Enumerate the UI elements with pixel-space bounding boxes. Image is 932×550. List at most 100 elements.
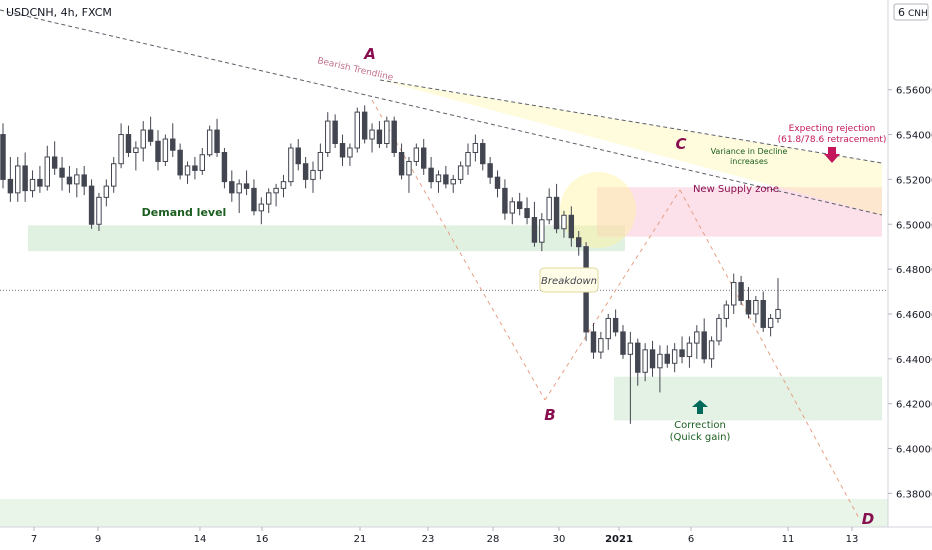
- candle-up[interactable]: [369, 129, 375, 140]
- candle-up[interactable]: [310, 169, 316, 180]
- candle-down[interactable]: [177, 149, 183, 176]
- candle-down[interactable]: [620, 331, 626, 355]
- candle-up[interactable]: [280, 181, 287, 189]
- upper-trendline[interactable]: [379, 79, 883, 164]
- candle-up[interactable]: [450, 178, 456, 185]
- candle-up[interactable]: [236, 183, 242, 194]
- candle-down[interactable]: [339, 143, 346, 158]
- candle-down[interactable]: [229, 181, 235, 194]
- candle-up[interactable]: [140, 129, 146, 149]
- candle-down[interactable]: [155, 140, 161, 162]
- candle-down[interactable]: [88, 185, 95, 225]
- time-axis[interactable]: [0, 527, 932, 550]
- bottom-zone-zone[interactable]: [0, 498, 888, 527]
- candle-down[interactable]: [302, 163, 309, 180]
- candle-up[interactable]: [472, 143, 479, 153]
- candle-up[interactable]: [509, 201, 516, 214]
- candle-down[interactable]: [214, 129, 220, 153]
- candle-up[interactable]: [111, 163, 117, 187]
- correction-zone-zone[interactable]: [614, 376, 882, 421]
- candle-up[interactable]: [723, 304, 730, 319]
- candle-up[interactable]: [686, 342, 693, 358]
- candle-down[interactable]: [81, 174, 87, 187]
- candle-up[interactable]: [694, 331, 700, 344]
- candle-down[interactable]: [494, 176, 501, 189]
- candle-up[interactable]: [103, 185, 110, 198]
- candle-down[interactable]: [243, 183, 250, 189]
- candle-down[interactable]: [531, 217, 538, 243]
- candle-up[interactable]: [74, 174, 80, 185]
- candle-up[interactable]: [561, 214, 567, 230]
- symbol-title[interactable]: USDCNH, 4h, FXCM: [6, 6, 112, 19]
- candle-up[interactable]: [753, 300, 759, 315]
- candle-up[interactable]: [273, 187, 279, 194]
- candle-down[interactable]: [576, 237, 582, 248]
- candle-down[interactable]: [125, 134, 132, 153]
- candle-down[interactable]: [376, 129, 383, 145]
- candle-up[interactable]: [539, 219, 545, 243]
- candle-up[interactable]: [44, 156, 51, 187]
- new-supply-zone-zone[interactable]: [597, 187, 882, 237]
- candle-up[interactable]: [29, 178, 36, 192]
- candle-down[interactable]: [0, 134, 6, 180]
- candle-down[interactable]: [635, 342, 641, 373]
- candle-down[interactable]: [443, 174, 449, 185]
- candle-down[interactable]: [37, 178, 43, 187]
- candle-up[interactable]: [288, 147, 294, 183]
- candle-up[interactable]: [206, 129, 213, 156]
- demand-level-zone[interactable]: [28, 225, 625, 252]
- candle-down[interactable]: [553, 196, 560, 230]
- candle-up[interactable]: [96, 196, 102, 225]
- candle-up[interactable]: [465, 151, 471, 167]
- candle-up[interactable]: [15, 165, 21, 194]
- candle-up[interactable]: [605, 317, 611, 340]
- bearish-trendline[interactable]: [0, 9, 883, 216]
- candle-down[interactable]: [745, 300, 752, 315]
- candle-up[interactable]: [199, 154, 205, 171]
- candle-up[interactable]: [413, 147, 420, 162]
- candle-up[interactable]: [347, 147, 353, 158]
- candle-down[interactable]: [221, 151, 228, 183]
- candle-down[interactable]: [612, 317, 619, 333]
- candle-up[interactable]: [708, 340, 715, 360]
- candle-up[interactable]: [317, 151, 324, 171]
- candle-down[interactable]: [701, 331, 707, 360]
- candle-down[interactable]: [428, 167, 434, 183]
- candle-up[interactable]: [184, 165, 191, 176]
- candle-down[interactable]: [170, 138, 176, 151]
- candle-down[interactable]: [22, 165, 28, 192]
- candle-down[interactable]: [568, 214, 575, 239]
- candle-up[interactable]: [598, 338, 604, 353]
- candle-up[interactable]: [435, 174, 442, 183]
- candle-down[interactable]: [398, 151, 405, 176]
- candle-up[interactable]: [406, 160, 412, 176]
- candle-up[interactable]: [457, 165, 464, 180]
- candle-up[interactable]: [133, 147, 139, 153]
- candle-up[interactable]: [671, 349, 678, 364]
- candle-down[interactable]: [516, 201, 523, 210]
- candle-up[interactable]: [642, 349, 648, 373]
- candle-up[interactable]: [716, 317, 722, 342]
- candle-down[interactable]: [192, 165, 198, 171]
- candle-down[interactable]: [524, 208, 530, 219]
- candle-down[interactable]: [7, 178, 14, 194]
- price-axis[interactable]: [888, 0, 932, 550]
- candle-down[interactable]: [590, 331, 597, 353]
- candle-down[interactable]: [502, 187, 508, 214]
- candle-down[interactable]: [251, 187, 257, 212]
- candle-up[interactable]: [627, 342, 634, 355]
- candle-down[interactable]: [391, 120, 397, 153]
- candle-up[interactable]: [731, 282, 737, 306]
- candle-up[interactable]: [325, 120, 331, 153]
- candle-up[interactable]: [266, 192, 272, 205]
- candle-up[interactable]: [258, 203, 265, 212]
- candle-up[interactable]: [162, 138, 169, 162]
- candle-down[interactable]: [421, 147, 427, 169]
- candle-down[interactable]: [361, 111, 368, 140]
- candle-down[interactable]: [649, 349, 656, 369]
- candle-down[interactable]: [760, 300, 766, 328]
- candle-down[interactable]: [487, 163, 493, 178]
- candle-up[interactable]: [354, 111, 361, 149]
- candle-up[interactable]: [657, 353, 663, 369]
